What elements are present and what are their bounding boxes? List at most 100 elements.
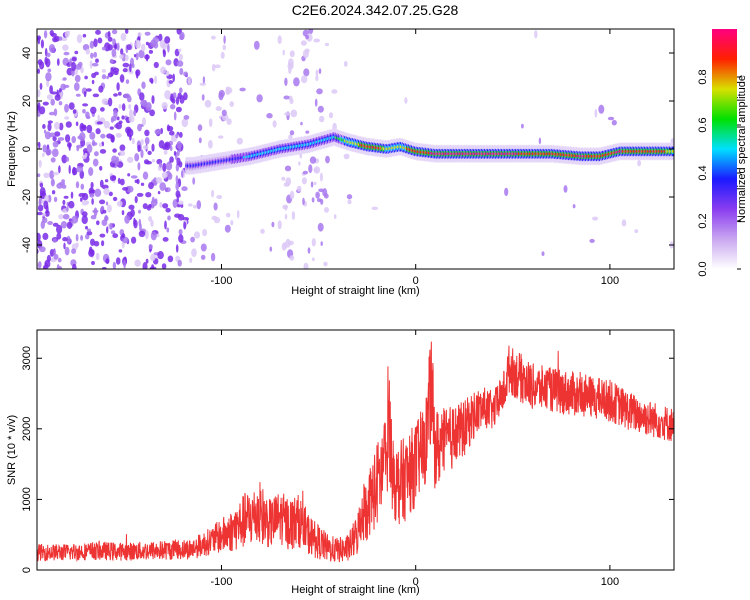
heatmap-cell (71, 57, 77, 62)
heatmap-cell (120, 48, 124, 55)
heatmap-cell (175, 175, 179, 184)
heatmap-cell (301, 75, 308, 84)
heatmap-cell (137, 123, 142, 132)
heatmap-cell (199, 82, 206, 86)
heatmap-cell (333, 214, 337, 220)
heatmap-cell (211, 35, 216, 40)
heatmap-cell (598, 104, 605, 114)
heatmap-cell (169, 156, 174, 163)
heatmap-cell (75, 181, 80, 189)
heatmap-cell (79, 132, 86, 141)
heatmap-cell (148, 182, 154, 190)
heatmap-cell (201, 94, 205, 101)
heatmap-cell (99, 199, 106, 205)
heatmap-cell (92, 158, 99, 167)
heatmap-cell (284, 165, 292, 172)
heatmap-cell (317, 105, 324, 113)
heatmap-cell (106, 75, 109, 80)
heatmap-cell (129, 63, 132, 73)
heatmap-cell (313, 38, 321, 43)
heatmap-cell (64, 116, 70, 120)
heatmap-cell (324, 42, 330, 47)
heatmap-cell (91, 198, 94, 205)
heatmap-cell (72, 109, 77, 114)
heatmap-cell (305, 34, 309, 40)
heatmap-cell (109, 126, 114, 130)
heatmap-cell (218, 92, 224, 101)
heatmap-cell (145, 192, 152, 198)
heatmap-cell (82, 125, 87, 131)
heatmap-cell (226, 212, 231, 218)
heatmap-cell (68, 142, 71, 151)
heatmap-cell (318, 68, 322, 74)
heatmap-cell (127, 95, 132, 103)
heatmap-panel: -100 0 100 40 20 0 -20 -40 Height of straight l… (6, 28, 675, 297)
heatmap-cell (152, 36, 159, 44)
heatmap-cell (272, 120, 277, 128)
heatmap-cell (65, 156, 70, 162)
heatmap-cell (53, 249, 56, 256)
heatmap-cell (115, 257, 121, 265)
heatmap-cell (82, 33, 87, 38)
heatmap-cell (60, 91, 63, 99)
heatmap-cell (119, 150, 126, 157)
heatmap-cell (178, 234, 184, 243)
heatmap-cell (176, 141, 182, 149)
heatmap-cell (289, 50, 295, 58)
heatmap-cell (165, 187, 171, 193)
heatmap-cell (49, 249, 55, 257)
heatmap-cell (208, 118, 213, 127)
heatmap-cell (167, 255, 174, 263)
heatmap-ylabel: Frequency (Hz) (6, 111, 18, 187)
heatmap-cell (302, 170, 308, 175)
heatmap-cell (153, 61, 159, 69)
heatmap-cell (129, 134, 132, 141)
snr-frame (36, 329, 675, 571)
heatmap-cell (86, 124, 93, 134)
heatmap-cell (49, 170, 55, 180)
heatmap-cell (404, 97, 408, 104)
heatmap-cell (45, 58, 51, 68)
heatmap-cell (48, 44, 56, 53)
heatmap-cell (300, 40, 307, 46)
heatmap-cell (61, 184, 67, 189)
heatmap-cell (54, 94, 61, 101)
heatmap-cell (60, 37, 68, 42)
heatmap-cell (210, 252, 216, 262)
heatmap-cell (137, 32, 142, 37)
heatmap-cell (47, 120, 53, 124)
heatmap-cell (324, 207, 329, 213)
heatmap-cell (150, 253, 156, 262)
heatmap-cell (102, 209, 107, 214)
heatmap-ytick-label: -20 (21, 189, 33, 205)
heatmap-cell (121, 210, 125, 216)
heatmap-cell (541, 251, 545, 256)
heatmap-cell (85, 234, 90, 240)
heatmap-cell (323, 261, 328, 267)
heatmap-cell (311, 257, 315, 262)
heatmap-cell (56, 224, 63, 234)
heatmap-cell (634, 229, 639, 234)
heatmap-cell (162, 237, 169, 242)
heatmap-cell (65, 134, 71, 143)
heatmap-cell (89, 40, 95, 49)
heatmap-cell (164, 142, 169, 148)
heatmap-cell (127, 173, 131, 177)
heatmap-cell (61, 154, 68, 164)
heatmap-cell (42, 212, 46, 217)
heatmap-cell (85, 48, 91, 55)
heatmap-cell (288, 66, 292, 74)
heatmap-cell (161, 263, 167, 269)
heatmap-cell (271, 221, 275, 228)
heatmap-cell (71, 248, 77, 254)
heatmap-cell (193, 231, 201, 239)
heatmap-cell (58, 36, 63, 41)
heatmap-cell (314, 98, 318, 107)
heatmap-cell (136, 192, 144, 197)
heatmap-cell (325, 155, 330, 164)
heatmap-cell (611, 119, 617, 126)
heatmap-cell (58, 101, 63, 106)
heatmap-cell (59, 122, 64, 131)
heatmap-cell (116, 82, 120, 91)
